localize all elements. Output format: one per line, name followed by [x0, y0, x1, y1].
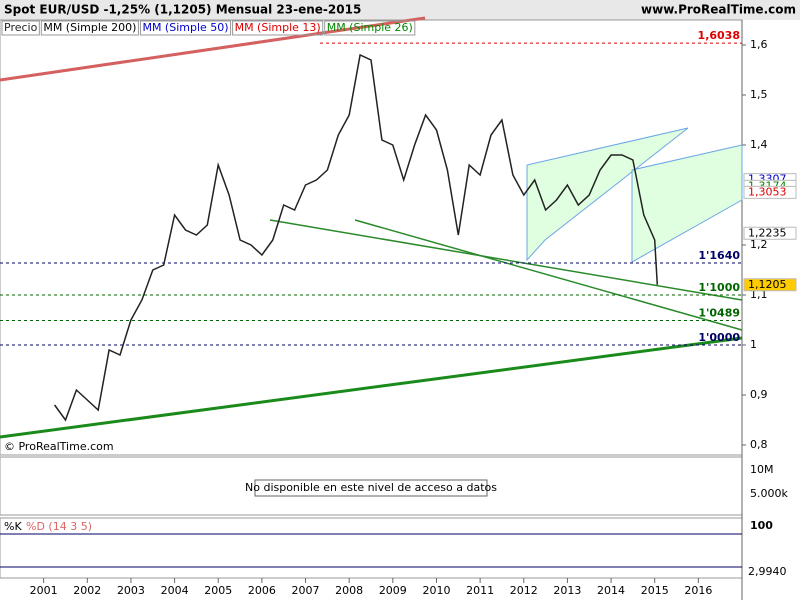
trendline [0, 336, 743, 439]
x-tick-label: 2013 [553, 584, 581, 597]
x-tick-label: 2007 [292, 584, 320, 597]
level-label: 1,6038 [698, 29, 740, 42]
x-tick-label: 2016 [684, 584, 712, 597]
trendline [0, 16, 426, 82]
legend-entry: MM (Simple 13) [235, 21, 321, 34]
price-tag-label: 1,1205 [748, 278, 787, 291]
x-tick-label: 2004 [161, 584, 189, 597]
channel [526, 127, 689, 262]
level-label: 1'0000 [698, 331, 740, 344]
stoch-d-label: %D (14 3 5) [26, 520, 92, 533]
price-tag [743, 278, 797, 292]
stoch-top-label: 100 [750, 519, 773, 532]
level-label: 1'1640 [698, 249, 740, 262]
x-tick-label: 2011 [466, 584, 494, 597]
price-tag [743, 226, 797, 240]
trendline [269, 219, 743, 301]
chart-title: Spot EUR/USD -1,25% (1,1205) Mensual 23-… [4, 3, 361, 17]
volume-tick-label: 5.000k [750, 487, 788, 500]
x-tick-label: 2001 [30, 584, 58, 597]
y-tick-label: 1 [750, 338, 757, 351]
stoch-last-label: 2,9940 [748, 565, 787, 578]
x-tick-label: 2014 [597, 584, 625, 597]
message-box [254, 479, 488, 497]
legend-box [139, 20, 232, 36]
x-tick-label: 2005 [204, 584, 232, 597]
x-tick-label: 2002 [73, 584, 101, 597]
level-label: 1'1000 [698, 281, 740, 294]
volume-tick-label: 10M [750, 463, 774, 476]
y-tick-label: 1,6 [750, 38, 768, 51]
price-tag [743, 185, 797, 199]
legend-entry: MM (Simple 50) [142, 21, 228, 34]
legend-box [232, 20, 324, 36]
site-link[interactable]: www.ProRealTime.com [641, 3, 796, 17]
price-line [53, 53, 659, 422]
x-tick-label: 2008 [335, 584, 363, 597]
y-tick-label: 1,2 [750, 238, 768, 251]
legend-entry: Precio [4, 21, 38, 34]
x-tick-label: 2003 [117, 584, 145, 597]
legend-box [324, 20, 416, 36]
y-tick-label: 0,9 [750, 388, 768, 401]
y-tick-label: 1,5 [750, 88, 768, 101]
x-tick-label: 2006 [248, 584, 276, 597]
price-tag-label: 1,2235 [748, 226, 787, 239]
x-tick-label: 2012 [510, 584, 538, 597]
y-tick-label: 1,4 [750, 138, 768, 151]
volume-message: No disponible en este nivel de acceso a … [245, 481, 497, 494]
stoch-k-label: %K [4, 520, 22, 533]
y-tick-label: 0,8 [750, 438, 768, 451]
header-bar [0, 0, 800, 20]
level-label: 1'0489 [698, 307, 740, 320]
legend-entry: MM (Simple 26) [327, 21, 413, 34]
stochastic-panel [0, 517, 743, 579]
legend-box [40, 20, 139, 36]
channel [631, 144, 743, 263]
legend-entry: MM (Simple 200) [43, 21, 136, 34]
price-tag-label: 1,3053 [748, 185, 787, 198]
x-tick-label: 2010 [422, 584, 450, 597]
legend-box [1, 20, 40, 36]
trendline [354, 219, 743, 331]
copyright: © ProRealTime.com [4, 440, 114, 453]
x-tick-label: 2009 [379, 584, 407, 597]
x-tick-label: 2015 [641, 584, 669, 597]
